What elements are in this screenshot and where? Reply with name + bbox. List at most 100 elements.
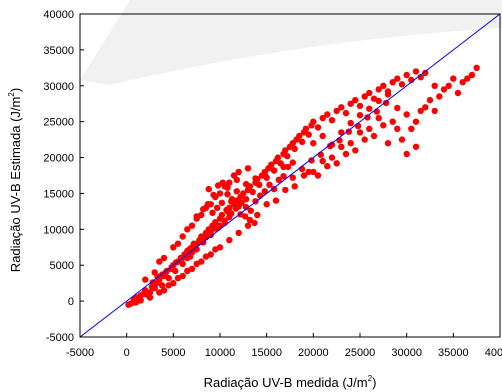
data-point [366,105,373,112]
data-point [165,274,172,282]
data-point [347,140,354,147]
data-point [389,118,396,125]
data-point [319,114,326,122]
data-point [342,150,350,158]
data-point [375,86,382,93]
data-point [235,168,242,176]
data-point [200,206,207,213]
data-point [193,213,200,220]
data-point [261,188,268,195]
data-point [158,282,166,289]
data-point [216,244,224,251]
data-point [223,206,230,214]
plot-area [79,13,501,338]
y-axis-title: Radiação UV-B Estimada (J/m2) [7,88,23,272]
data-point [274,154,282,161]
data-point [398,81,406,88]
data-point [338,143,345,150]
data-point [268,161,275,168]
data-point [375,97,382,105]
x-tick-label: 35000 [438,347,469,359]
data-point [459,79,466,86]
data-point [284,152,291,160]
data-point [361,136,368,143]
data-point [338,104,345,111]
data-point [137,297,144,304]
y-tick-label: 20000 [43,153,74,165]
background-watermark [80,0,502,85]
x-tick-label: 20000 [298,347,329,359]
data-point [149,279,156,286]
data-point [347,100,354,107]
data-point [403,71,410,79]
data-point [182,254,189,261]
data-point [280,163,287,171]
y-axis: -5000 0 5000 10000 15000 20000 25000 30000 35000… [43,9,84,344]
data-point [218,211,226,219]
data-point [218,199,226,206]
x-tick-label: -5000 [66,347,94,359]
data-point [291,183,298,190]
data-point [289,174,296,181]
data-point [272,197,280,204]
data-point [207,251,214,258]
data-point [226,179,233,186]
data-point [226,236,233,244]
data-point [202,234,210,241]
data-point [450,75,457,82]
y-tick-label: 40000 [43,9,74,21]
data-point [366,125,373,132]
data-point [324,111,331,118]
data-point [338,129,345,136]
data-point [160,254,168,262]
x-axis-title: Radiação UV-B medida (J/m2) [204,374,377,390]
data-point [270,167,278,174]
x-tick-label: 30000 [391,347,422,359]
data-point [232,205,240,212]
data-point [146,289,154,296]
x-tick-label: 40000 [485,347,502,359]
data-point [212,225,219,232]
data-point [314,172,322,179]
data-point [177,257,184,265]
data-point [361,93,368,100]
data-point [308,157,315,164]
data-point [403,150,410,158]
data-point [210,191,217,199]
data-point [263,201,270,208]
data-point [380,82,387,90]
data-point [174,240,182,247]
data-point [384,91,392,98]
y-tick-label: 25000 [43,117,74,129]
data-point [298,138,306,145]
data-point [244,222,252,229]
data-point [233,176,240,183]
data-point [412,143,420,150]
data-point [394,125,401,132]
data-point [205,185,212,193]
data-point [394,104,401,112]
data-point [464,75,471,82]
data-point [214,204,221,211]
data-point [254,211,261,219]
y-tick-label: 5000 [50,260,74,272]
data-point [384,140,392,147]
data-point [212,219,219,226]
x-tick-label: 0 [124,347,130,359]
data-point [356,102,364,110]
data-point [289,159,296,166]
data-point [204,201,212,208]
data-point [282,147,289,154]
data-point [240,190,247,197]
data-point [247,207,254,214]
data-point [354,122,362,130]
x-axis: -5000 0 5000 10000 15000 20000 25000 30000 35000… [66,333,502,359]
data-point [364,114,371,121]
data-point [252,175,259,182]
data-point [251,219,258,227]
data-point [188,265,196,272]
data-point [170,280,177,287]
data-point [422,69,429,77]
data-point [403,111,410,118]
